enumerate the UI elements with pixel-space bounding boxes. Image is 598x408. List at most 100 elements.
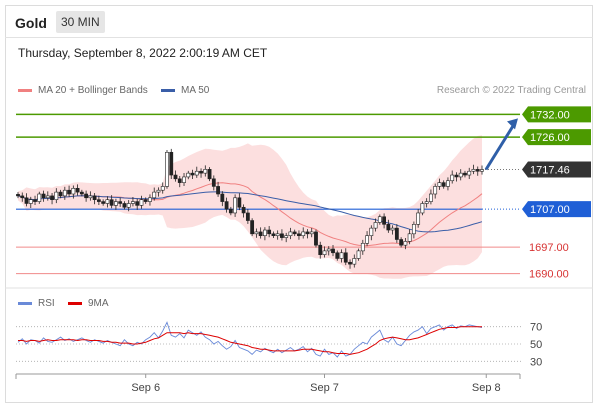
candle-bullish [352,258,357,265]
level-label-1726.00: 1726.00 [530,132,570,144]
candle-bullish [373,222,378,229]
legend-ma50-swatch [161,88,175,92]
candle-bullish [480,169,484,172]
candle-bullish [254,231,259,235]
candle-bearish [250,220,255,235]
rsi-tick-label: 50 [530,339,542,351]
candle-bullish [420,203,425,214]
candle-bearish [16,194,20,197]
symbol-title: Gold [15,15,47,31]
candle-bullish [416,212,421,225]
candle-bullish [114,201,118,206]
candle-bearish [207,169,212,180]
candle-bullish [424,201,429,204]
candle-bullish [165,151,169,187]
rsi-line [17,321,483,358]
bollinger-band [18,135,482,279]
candle-bearish [135,201,140,206]
candle-bearish [33,199,37,202]
candle-bearish [454,174,459,178]
candle-bullish [288,231,293,237]
candle-bearish [267,229,272,235]
candle-bullish [28,199,33,204]
candle-bullish [365,235,369,244]
candle-bearish [58,191,63,197]
candle-bullish [194,170,199,176]
candle-bullish [45,195,50,199]
candle-bearish [314,231,318,246]
candle-bearish [75,188,80,193]
candle-bullish [360,242,365,252]
candle-bullish [433,186,438,195]
candle-bearish [343,252,348,263]
candle-bearish [441,182,446,187]
level-tag-1707.00 [522,201,591,218]
candle-bearish [122,203,127,208]
candle-bearish [258,231,263,237]
candle-bearish [241,206,246,214]
candle-bearish [143,199,148,202]
level-label-1707.00: 1707.00 [530,204,570,216]
legend-ma20-label: MA 20 + Bollinger Bands [38,85,148,96]
candle-bearish [305,231,310,235]
legend-ma20-swatch [18,88,32,92]
legend-9ma: 9MA [68,298,109,309]
candle-bearish [169,151,174,176]
target-arrow-shaft [484,123,516,171]
x-tick-label: Sep 7 [310,382,339,394]
candle-bullish [126,203,131,208]
level-label-1690.00: 1690.00 [529,269,569,281]
candle-bearish [211,178,216,187]
candle-bearish [245,212,250,221]
x-tick-label: Sep 6 [131,382,160,394]
candle-bearish [92,195,97,200]
candle-bullish [139,199,144,206]
candle-bearish [190,172,195,176]
candle-bullish [62,189,67,197]
candle-bullish [262,229,267,237]
legend-9ma-swatch [68,301,82,305]
candle-bearish [463,172,467,176]
candle-bearish [173,174,178,180]
candle-bullish [429,193,433,202]
candle-bullish [450,174,455,182]
candle-bullish [339,252,344,259]
candle-bullish [233,197,238,214]
chart-header: Gold 30 MIN [5,5,593,38]
level-tag-1726.00 [522,129,591,146]
target-arrow-head [507,118,518,130]
candle-bearish [297,233,301,237]
candle-bearish [101,201,106,204]
candle-bearish [20,195,25,199]
candle-bearish [118,201,123,204]
candle-bearish [399,239,404,246]
candle-bullish [446,180,450,187]
candle-bearish [96,199,101,202]
timeframe-badge[interactable]: 30 MIN [56,11,105,33]
level-label-1717.46: 1717.46 [530,165,570,177]
legend-rsi-label: RSI [38,298,55,309]
level-tag-1717.46 [522,161,591,178]
candle-bullish [309,231,314,235]
candle-bullish [88,195,93,199]
candle-bearish [318,244,323,255]
candle-bullish [377,216,382,223]
legend-ma50-label: MA 50 [181,85,210,96]
candle-bullish [160,186,165,191]
candle-bullish [284,235,289,238]
candle-bearish [237,197,242,208]
candle-bearish [177,178,182,183]
candle-bullish [437,182,442,187]
legend-ma50: MA 50 [161,85,209,96]
candle-bearish [394,227,399,240]
candle-bullish [356,250,361,259]
candle-bearish [67,189,71,195]
candle-bullish [105,199,110,204]
candle-bullish [131,201,135,204]
candle-bearish [348,261,352,265]
candle-bullish [152,191,157,199]
candle-bearish [386,224,391,231]
candle-bullish [471,169,476,172]
candle-bullish [369,227,374,237]
candle-bearish [475,169,480,172]
